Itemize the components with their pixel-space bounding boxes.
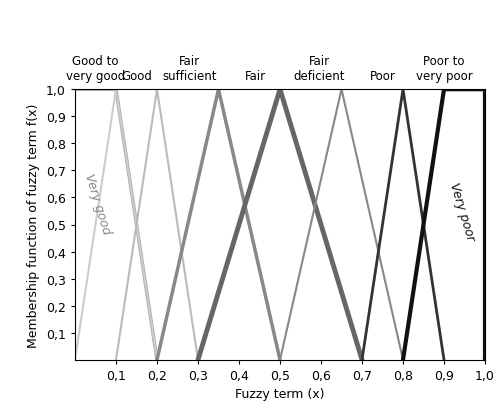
- X-axis label: Fuzzy term (x): Fuzzy term (x): [236, 387, 325, 400]
- Text: Poor: Poor: [370, 70, 396, 83]
- Text: Very good: Very good: [82, 171, 113, 235]
- Y-axis label: Membership function of fuzzy term f(x): Membership function of fuzzy term f(x): [28, 103, 40, 347]
- Text: Poor to
very poor: Poor to very poor: [416, 55, 472, 83]
- Text: Fair: Fair: [245, 70, 266, 83]
- Text: Good: Good: [121, 70, 152, 83]
- Text: Fair
deficient: Fair deficient: [293, 55, 344, 83]
- Text: Very poor: Very poor: [448, 181, 478, 242]
- Text: Good to
very good: Good to very good: [66, 55, 125, 83]
- Text: Fair
sufficient: Fair sufficient: [162, 55, 217, 83]
